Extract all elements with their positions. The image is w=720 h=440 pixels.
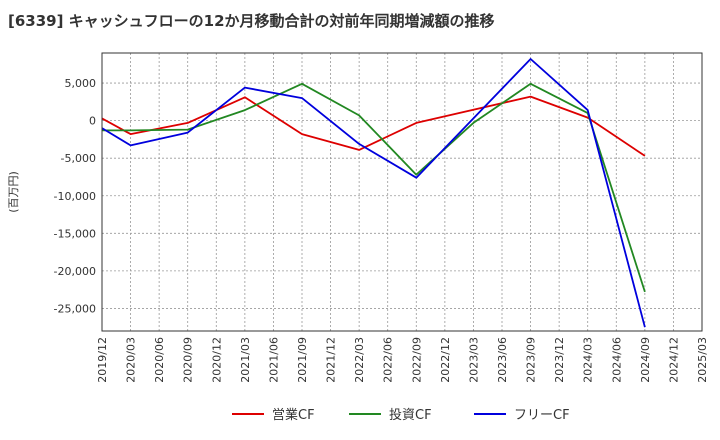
y-tick-label: -25,000: [54, 302, 96, 315]
x-tick-label: 2021/09: [296, 337, 309, 383]
y-tick-label: -20,000: [54, 265, 96, 278]
y-tick-label: -10,000: [54, 190, 96, 203]
chart-title: [6339] キャッシュフローの12か月移動合計の対前年同期増減額の推移: [8, 12, 495, 30]
legend-label-3: フリーCF: [514, 408, 570, 423]
x-tick-label: 2023/09: [525, 337, 538, 383]
x-tick-label: 2020/03: [125, 337, 138, 383]
y-tick-label: 5,000: [65, 77, 97, 90]
x-tick-label: 2023/12: [553, 337, 566, 383]
plot-frame: [101, 52, 703, 332]
x-tick-label: 2022/06: [382, 337, 395, 383]
x-tick-label: 2024/03: [582, 337, 595, 383]
legend: 営業CF 投資CF フリーCF: [232, 407, 570, 423]
series-lines: [101, 58, 646, 328]
x-tick-label: 2021/06: [267, 337, 280, 383]
x-tick-label: 2021/12: [325, 337, 338, 383]
x-tick-label: 2019/12: [96, 337, 109, 383]
x-tick-label: 2021/03: [239, 337, 252, 383]
x-tick-label: 2022/12: [439, 337, 452, 383]
x-tick-label: 2024/06: [610, 337, 623, 383]
y-tick-label: -15,000: [54, 227, 96, 240]
x-tick-label: 2023/06: [496, 337, 509, 383]
x-axis-ticks: 2019/12 2020/03 2020/06 2020/09 2020/12 2021/…: [96, 337, 709, 383]
x-tick-label: 2020/09: [182, 337, 195, 383]
y-tick-label: 0: [89, 115, 96, 128]
x-tick-label: 2022/03: [353, 337, 366, 383]
series-line-2: [102, 82, 646, 293]
x-tick-label: 2020/06: [153, 337, 166, 383]
x-tick-label: 2025/03: [696, 337, 709, 383]
x-tick-label: 2020/12: [210, 337, 223, 383]
y-tick-label: -5,000: [61, 152, 96, 165]
legend-label-2: 投資CF: [389, 407, 432, 423]
series-line-3: [101, 58, 646, 328]
x-tick-label: 2023/03: [467, 337, 480, 383]
x-tick-label: 2022/09: [410, 337, 423, 383]
legend-label-1: 営業CF: [272, 407, 315, 423]
y-axis-label: (百万円): [7, 171, 20, 213]
series-line-1: [101, 95, 646, 157]
x-tick-label: 2024/12: [667, 337, 680, 383]
x-tick-label: 2024/09: [639, 337, 652, 383]
y-axis-ticks: 5,000 0 -5,000 -10,000 -15,000 -20,000 -25,000: [54, 77, 96, 315]
